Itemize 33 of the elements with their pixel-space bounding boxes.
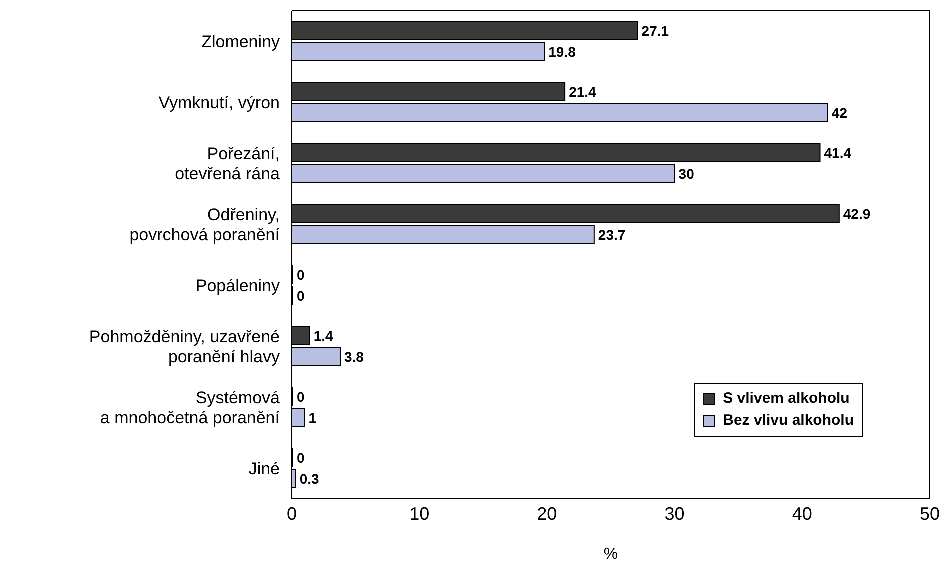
x-tick-label: 10 — [410, 504, 430, 524]
data-label: 3.8 — [344, 348, 364, 365]
y-tick-label: Popáleniny — [196, 276, 280, 296]
data-label: 0.3 — [300, 470, 320, 487]
data-label: 27.1 — [642, 22, 670, 39]
legend-label: Bez vlivu alkoholu — [723, 411, 854, 431]
data-label: 23.7 — [598, 226, 626, 243]
y-tick-label: Odřeniny, povrchová poranění — [130, 206, 280, 244]
y-tick-label: Jiné — [248, 460, 280, 478]
data-label: 0 — [297, 388, 305, 405]
x-tick-label: 40 — [792, 504, 812, 524]
data-label: 42.9 — [843, 206, 871, 222]
data-label: 1.4 — [314, 328, 334, 344]
y-tick-label: Pohmožděniny, uzavřené poranění hlavy — [89, 328, 280, 366]
y-tick-label: Zlomeniny — [202, 32, 280, 52]
data-label: 0 — [297, 450, 305, 466]
data-label: 30 — [678, 166, 695, 182]
y-tick-label: Vymknutí, výron — [158, 94, 280, 112]
data-label: 1 — [308, 410, 317, 426]
x-tick-label: 20 — [537, 504, 558, 524]
y-tick-label: Systémová a mnohočetná poranění — [100, 388, 281, 428]
data-label: 41.4 — [824, 144, 852, 161]
x-tick-label: 30 — [664, 504, 685, 524]
x-axis-title: % — [604, 546, 618, 563]
legend-label: S vlivem alkoholu — [723, 389, 850, 409]
data-label: 19.8 — [548, 44, 576, 60]
x-tick-label: 50 — [920, 504, 940, 524]
data-label: 0 — [297, 288, 305, 304]
data-label: 42 — [832, 104, 848, 121]
y-tick-label: Pořezání, otevřená rána — [175, 144, 281, 184]
x-tick-label: 0 — [286, 504, 298, 524]
data-label: 21.4 — [569, 84, 597, 100]
data-label: 0 — [297, 266, 305, 283]
